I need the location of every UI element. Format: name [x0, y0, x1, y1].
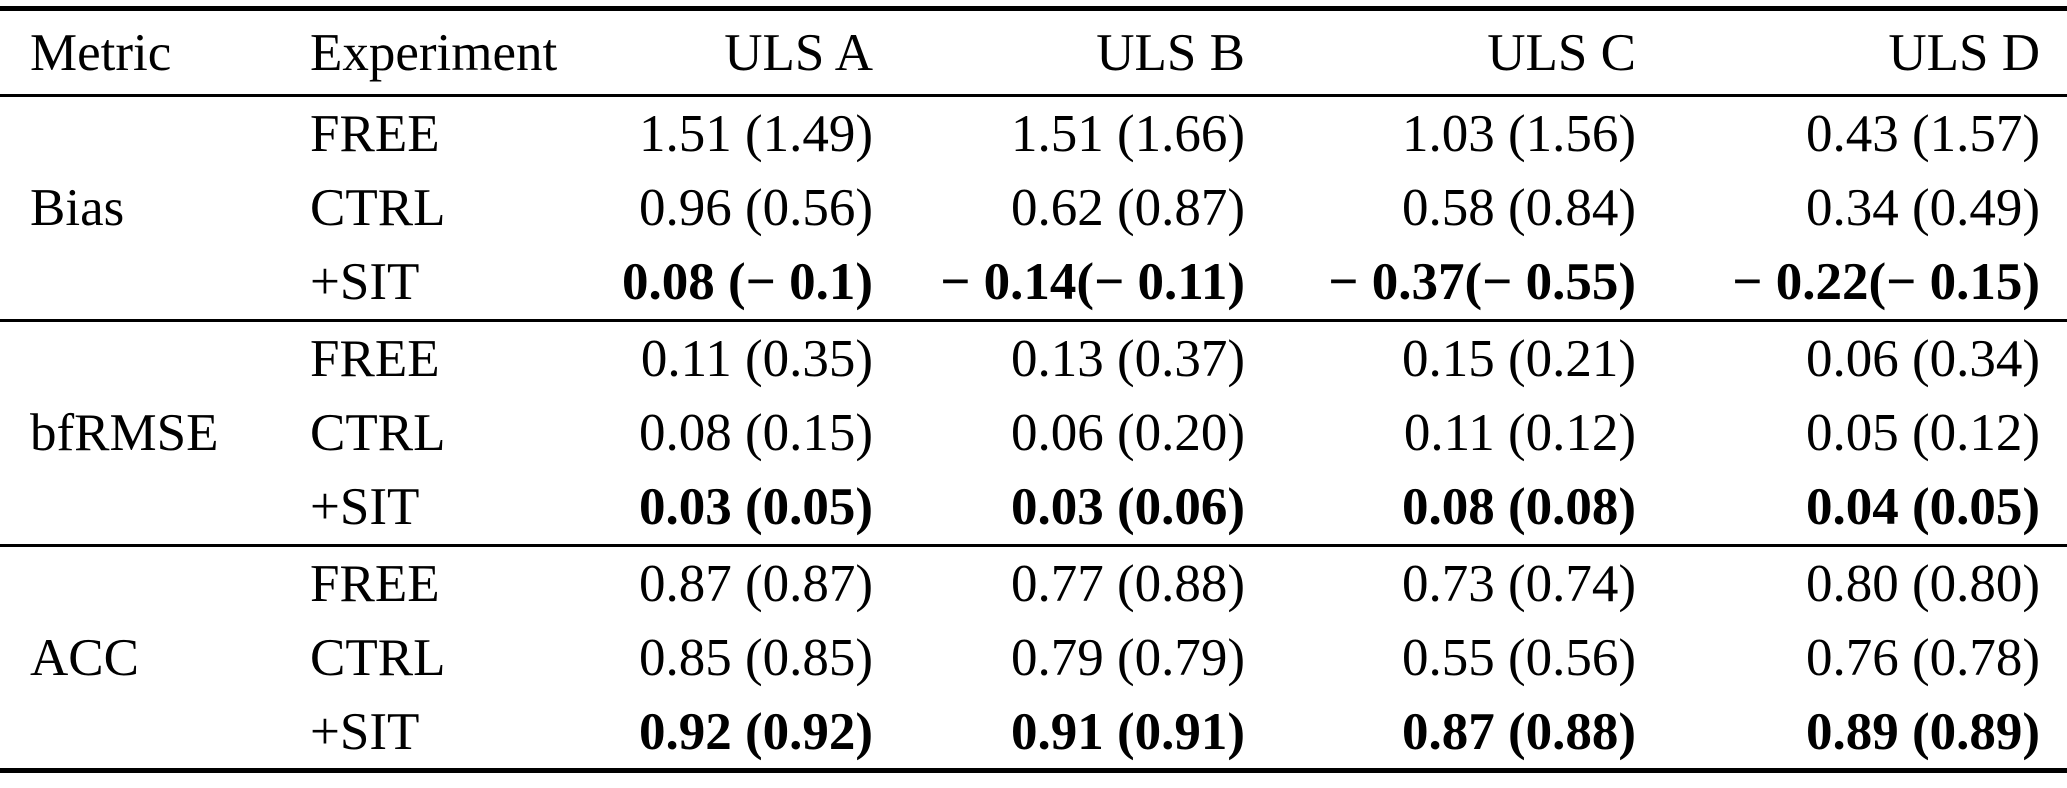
table-row: CTRL 0.08 (0.15) 0.06 (0.20) 0.11 (0.12)… [0, 396, 2067, 471]
value-cell: 0.15 (0.21) [1401, 329, 1636, 388]
table-row: CTRL 0.96 (0.56) 0.62 (0.87) 0.58 (0.84)… [0, 171, 2067, 246]
table-row: Bias FREE 1.51 (1.49) 1.51 (1.66) 1.03 (… [0, 96, 2067, 237]
value-cell: 0.08 (0.08) [1401, 478, 1636, 537]
experiment-label: +SIT [310, 478, 420, 537]
value-cell: 0.08 (0.15) [638, 404, 873, 462]
value-cell: 0.11 (0.12) [1403, 404, 1636, 462]
value-cell: 1.51 (1.66) [1010, 104, 1245, 163]
value-cell: 0.87 (0.87) [638, 554, 873, 613]
column-header-uls-a: ULS A [570, 8, 900, 97]
column-header-uls-c: ULS C [1272, 8, 1663, 97]
value-cell: 0.13 (0.37) [1010, 329, 1245, 388]
experiment-label: CTRL [310, 404, 446, 462]
experiment-label: FREE [310, 104, 440, 163]
value-cell: 0.89 (0.89) [1805, 702, 2040, 761]
column-header-experiment: Experiment [280, 8, 570, 97]
value-cell: 0.03 (0.05) [638, 478, 873, 537]
value-cell: 0.80 (0.80) [1805, 554, 2040, 613]
value-cell: − 0.37(− 0.55) [1328, 253, 1636, 312]
section-bfrmse: bfRMSE FREE 0.11 (0.35) 0.13 (0.37) 0.15… [0, 321, 2067, 546]
value-cell: − 0.14(− 0.11) [940, 253, 1245, 312]
value-cell: 0.92 (0.92) [638, 702, 873, 761]
value-cell: 0.96 (0.56) [638, 179, 873, 237]
value-cell: 0.85 (0.85) [638, 629, 873, 687]
table-row: bfRMSE FREE 0.11 (0.35) 0.13 (0.37) 0.15… [0, 321, 2067, 462]
value-cell: 0.06 (0.34) [1805, 329, 2040, 388]
metrics-table: Metric Experiment ULS A ULS B ULS C ULS … [0, 6, 2067, 773]
metric-label-bfrmse: bfRMSE [30, 404, 219, 462]
column-header-uls-b: ULS B [900, 8, 1272, 97]
value-cell: 0.06 (0.20) [1010, 404, 1245, 462]
table-row: +SIT 0.08 (− 0.1) − 0.14(− 0.11) − 0.37(… [0, 246, 2067, 321]
value-cell: 0.34 (0.49) [1805, 179, 2040, 237]
column-header-metric: Metric [0, 8, 280, 97]
value-cell: 0.43 (1.57) [1805, 104, 2040, 163]
value-cell: 0.11 (0.35) [640, 329, 873, 388]
experiment-label: CTRL [310, 179, 446, 237]
experiment-label: FREE [310, 329, 440, 388]
value-cell: − 0.22(− 0.15) [1732, 253, 2040, 312]
value-cell: 0.73 (0.74) [1401, 554, 1636, 613]
value-cell: 0.08 (− 0.1) [622, 253, 873, 312]
section-acc: ACC FREE 0.87 (0.87) 0.77 (0.88) 0.73 (0… [0, 546, 2067, 771]
table-row: CTRL 0.85 (0.85) 0.79 (0.79) 0.55 (0.56)… [0, 621, 2067, 696]
table-header: Metric Experiment ULS A ULS B ULS C ULS … [0, 8, 2067, 97]
column-header-uls-d: ULS D [1663, 8, 2067, 97]
experiment-label: CTRL [310, 629, 446, 687]
value-cell: 0.87 (0.88) [1401, 702, 1636, 761]
value-cell: 0.58 (0.84) [1401, 179, 1636, 237]
metric-label-bias: Bias [30, 179, 125, 237]
experiment-label: FREE [310, 554, 440, 613]
value-cell: 0.77 (0.88) [1010, 554, 1245, 613]
section-bias: Bias FREE 1.51 (1.49) 1.51 (1.66) 1.03 (… [0, 96, 2067, 321]
table-row: +SIT 0.92 (0.92) 0.91 (0.91) 0.87 (0.88)… [0, 696, 2067, 771]
value-cell: 0.04 (0.05) [1805, 478, 2040, 537]
value-cell: 0.91 (0.91) [1010, 702, 1245, 761]
value-cell: 1.03 (1.56) [1401, 104, 1636, 163]
table-row: +SIT 0.03 (0.05) 0.03 (0.06) 0.08 (0.08)… [0, 471, 2067, 546]
value-cell: 1.51 (1.49) [638, 104, 873, 163]
value-cell: 0.62 (0.87) [1010, 179, 1245, 237]
table-row: ACC FREE 0.87 (0.87) 0.77 (0.88) 0.73 (0… [0, 546, 2067, 687]
experiment-label: +SIT [310, 702, 420, 761]
value-cell: 0.55 (0.56) [1401, 629, 1636, 687]
value-cell: 0.05 (0.12) [1805, 404, 2040, 462]
value-cell: 0.03 (0.06) [1010, 478, 1245, 537]
metric-label-acc: ACC [30, 628, 139, 687]
value-cell: 0.79 (0.79) [1010, 629, 1245, 687]
experiment-label: +SIT [310, 253, 420, 312]
value-cell: 0.76 (0.78) [1805, 629, 2040, 687]
header-row: Metric Experiment ULS A ULS B ULS C ULS … [0, 8, 2067, 97]
